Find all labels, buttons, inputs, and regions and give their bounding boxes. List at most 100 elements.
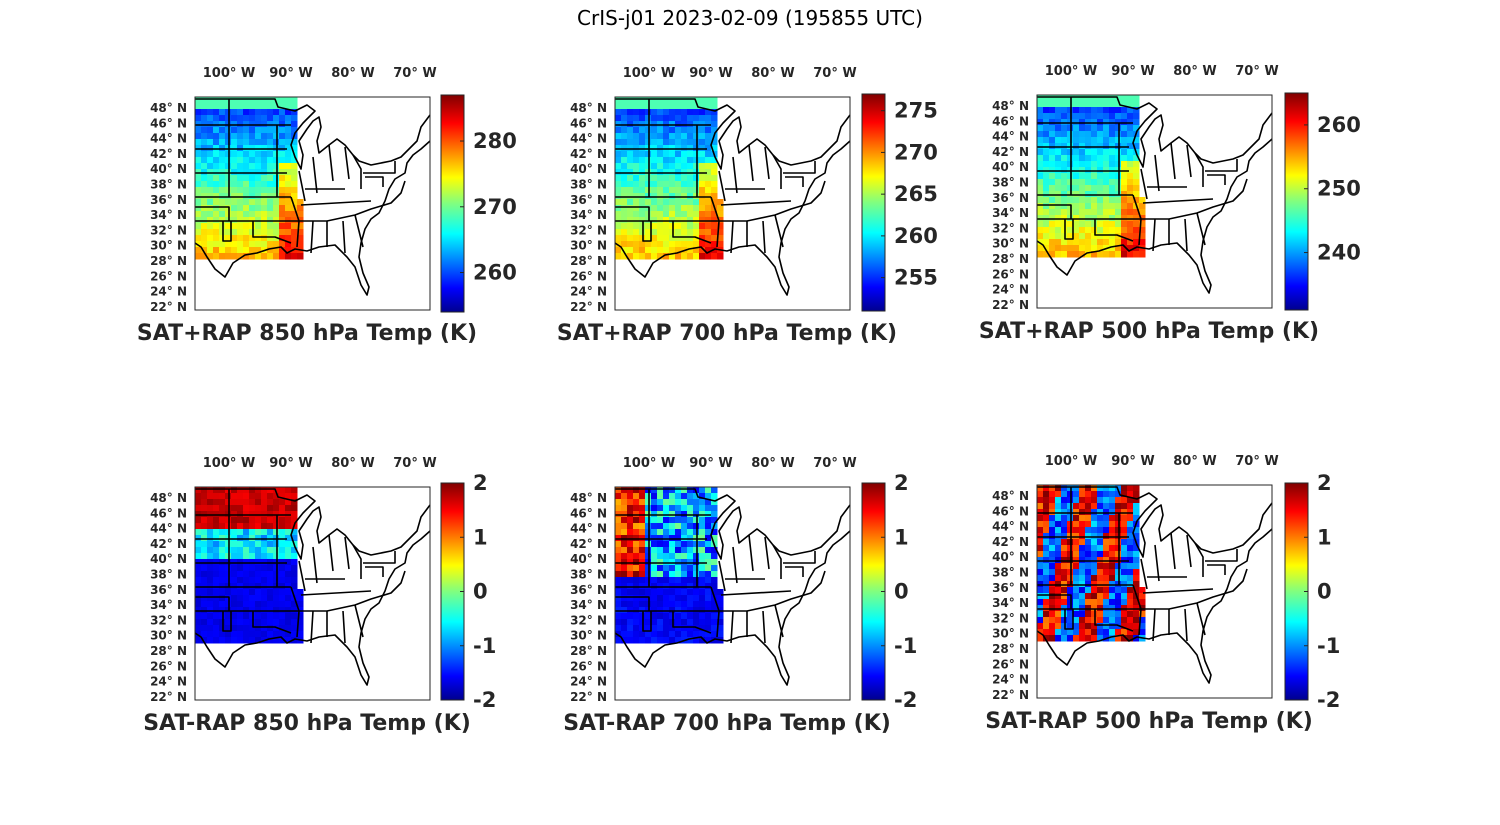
colorbar-tick-label: 2 — [894, 471, 909, 495]
lat-label: 26° N — [150, 269, 187, 283]
lat-label: 28° N — [992, 642, 1029, 656]
colorbar-tick-label: 265 — [894, 182, 938, 206]
colorbar-tick-label: 260 — [473, 261, 517, 285]
colorbar-tick-label: 240 — [1317, 241, 1361, 265]
lat-label: 40° N — [150, 552, 187, 566]
panel-title: SAT-RAP 850 hPa Temp (K) — [143, 711, 471, 736]
lat-label: 38° N — [150, 178, 187, 192]
lat-label: 36° N — [992, 191, 1029, 205]
lat-label: 40° N — [150, 162, 187, 176]
lon-label: 70° W — [1235, 454, 1278, 469]
lon-label: 90° W — [689, 66, 732, 81]
lat-label: 36° N — [150, 583, 187, 597]
lat-label: 24° N — [992, 283, 1029, 297]
lat-label: 32° N — [150, 223, 187, 237]
map-axes — [1036, 484, 1273, 699]
lon-label: 90° W — [1111, 454, 1154, 469]
lat-label: 38° N — [150, 568, 187, 582]
lat-label: 48° N — [992, 99, 1029, 113]
map-panel-3: 100° W 90° W 80° W 70° W 48° N46° N 44° N42° … — [979, 64, 1361, 344]
panel-title: SAT-RAP 500 hPa Temp (K) — [985, 709, 1313, 734]
lat-label: 34° N — [992, 596, 1029, 610]
map-panel-2: 100° W 90° W 80° W 70° W 48° N46° N 44° N42° … — [557, 66, 938, 346]
lat-label: 32° N — [570, 613, 607, 627]
colorbar-tick-label: 270 — [894, 140, 938, 164]
lat-label: 32° N — [992, 611, 1029, 625]
lon-label: 100° W — [203, 66, 256, 81]
lat-label: 38° N — [992, 566, 1029, 580]
lat-label: 22° N — [992, 688, 1029, 702]
lat-label: 30° N — [992, 627, 1029, 641]
lat-label: 34° N — [150, 208, 187, 222]
colorbar-tick-label: -1 — [473, 634, 496, 658]
colorbar-tick-label: 260 — [894, 224, 938, 248]
lat-label: 28° N — [570, 644, 607, 658]
lat-label: 36° N — [570, 583, 607, 597]
lat-label: 24° N — [570, 285, 607, 299]
colorbar-tick-label: 0 — [473, 580, 488, 604]
lat-label: 38° N — [992, 176, 1029, 190]
colorbar: 2 1 0 -1 -2 — [1284, 471, 1340, 712]
lon-label: 70° W — [813, 456, 856, 471]
map-panel-4: 100° W 90° W 80° W 70° W 48° N46° N 44° N42° … — [143, 456, 496, 736]
lat-label: 34° N — [150, 598, 187, 612]
lat-label: 40° N — [992, 160, 1029, 174]
lat-label: 28° N — [150, 254, 187, 268]
lat-label: 40° N — [570, 162, 607, 176]
map-axes — [614, 96, 851, 311]
lat-label: 30° N — [150, 629, 187, 643]
lat-label: 40° N — [992, 550, 1029, 564]
lon-label: 90° W — [269, 66, 312, 81]
map-axes — [1036, 94, 1273, 309]
map-panel-6: 100° W 90° W 80° W 70° W 48° N46° N 44° N42° … — [985, 454, 1340, 734]
colorbar-tick-label: 270 — [473, 195, 517, 219]
colorbar-tick-label: 0 — [1317, 580, 1332, 604]
colorbar-tick-label: 250 — [1317, 177, 1361, 201]
lat-label: 48° N — [992, 489, 1029, 503]
colorbar-tick-label: 0 — [894, 580, 909, 604]
lon-label: 70° W — [393, 66, 436, 81]
colorbar-tick-label: -2 — [473, 688, 496, 712]
lat-label: 32° N — [570, 223, 607, 237]
swath-data — [195, 487, 304, 644]
lat-label: 44° N — [570, 522, 607, 536]
colorbar: 280 270 260 — [440, 94, 517, 313]
lat-label: 28° N — [992, 252, 1029, 266]
map-panel-1: 100° W 90° W 80° W 70° W 48° N46° N 44° N42° … — [137, 66, 517, 346]
panel-title: SAT-RAP 700 hPa Temp (K) — [563, 711, 891, 736]
lon-label: 80° W — [1173, 64, 1216, 79]
colorbar-tick-label: 1 — [1317, 525, 1332, 549]
map-axes — [194, 486, 431, 701]
lon-label: 90° W — [269, 456, 312, 471]
lat-label: 42° N — [992, 145, 1029, 159]
colorbar-tick-label: 255 — [894, 266, 938, 290]
lat-label: 30° N — [992, 237, 1029, 251]
lat-label: 36° N — [150, 193, 187, 207]
lon-label: 100° W — [623, 456, 676, 471]
lat-label: 44° N — [992, 130, 1029, 144]
lat-label: 44° N — [570, 132, 607, 146]
lon-label: 100° W — [203, 456, 256, 471]
colorbar-tick-label: -1 — [1317, 634, 1340, 658]
lat-label: 22° N — [992, 298, 1029, 312]
lat-label: 42° N — [570, 147, 607, 161]
lat-label: 36° N — [570, 193, 607, 207]
lat-label: 26° N — [570, 269, 607, 283]
colorbar-tick-label: 280 — [473, 129, 517, 153]
lon-label: 70° W — [813, 66, 856, 81]
lat-label: 42° N — [150, 147, 187, 161]
lat-label: 48° N — [570, 491, 607, 505]
lat-label: 24° N — [570, 675, 607, 689]
lon-label: 80° W — [331, 66, 374, 81]
colorbar-tick-label: 260 — [1317, 113, 1361, 137]
lat-label: 26° N — [992, 657, 1029, 671]
colorbar-tick-label: 275 — [894, 99, 938, 123]
lon-label: 80° W — [751, 66, 794, 81]
lat-label: 42° N — [992, 535, 1029, 549]
lat-label: 44° N — [150, 522, 187, 536]
lat-label: 34° N — [570, 208, 607, 222]
map-axes — [194, 96, 431, 311]
lat-label: 46° N — [570, 506, 607, 520]
lat-label: 46° N — [992, 114, 1029, 128]
lat-label: 38° N — [570, 178, 607, 192]
